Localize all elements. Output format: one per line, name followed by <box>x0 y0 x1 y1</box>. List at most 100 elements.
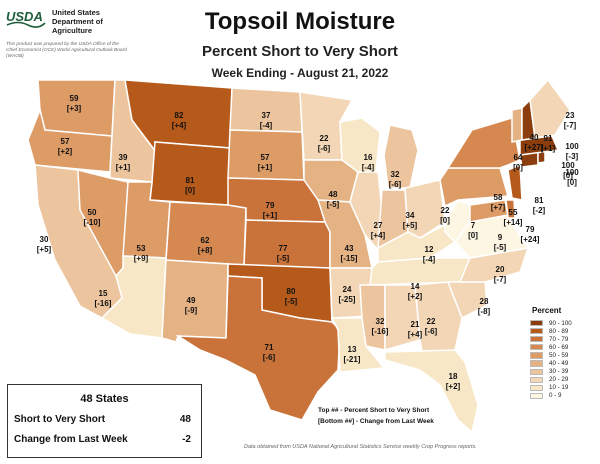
legend-swatch <box>530 344 543 351</box>
state-change-nh: [+1] <box>541 144 556 153</box>
state-change-nd: [-4] <box>260 121 273 130</box>
state-change-la: [-21] <box>344 355 361 364</box>
state-nc <box>458 247 530 283</box>
state-pct-ga: 22 <box>427 317 436 326</box>
state-change-md: [+14] <box>504 218 523 227</box>
summary-title: 48 States <box>80 393 129 405</box>
state-change-wa: [+3] <box>67 104 82 113</box>
state-pct-me: 23 <box>566 111 575 120</box>
state-pct-id: 39 <box>119 153 128 162</box>
state-change-az: [-16] <box>95 299 112 308</box>
state-change-mn: [-6] <box>318 144 331 153</box>
agency-line-3: Agriculture <box>52 26 93 35</box>
state-pct-ms: 32 <box>376 317 385 326</box>
state-pct-ca: 30 <box>40 235 49 244</box>
state-pct-nd: 37 <box>262 111 271 120</box>
state-change-wv: [0] <box>468 231 478 240</box>
state-pct-ma: 100 <box>565 142 579 151</box>
state-pct-nh: 91 <box>544 134 553 143</box>
state-pct-mi: 32 <box>391 170 400 179</box>
state-ny <box>446 117 521 169</box>
state-change-oh: [0] <box>440 216 450 225</box>
state-change-wi: [-4] <box>362 163 375 172</box>
state-change-ks: [-5] <box>277 254 290 263</box>
state-co <box>165 201 247 266</box>
map-subtitle: Percent Short to Very Short <box>202 43 398 60</box>
state-pct-ia: 48 <box>329 190 338 199</box>
usda-logo: USDA <box>6 9 46 28</box>
state-change-wy: [0] <box>185 186 195 195</box>
legend-swatch <box>530 376 543 383</box>
state-change-ky: [-4] <box>423 255 436 264</box>
legend-title: Percent <box>532 306 562 315</box>
state-change-ia: [-5] <box>327 200 340 209</box>
state-pct-fl: 18 <box>449 372 458 381</box>
state-pct-ks: 77 <box>279 244 288 253</box>
state-change-ma: [-3] <box>566 152 579 161</box>
state-pct-mo: 43 <box>345 244 354 253</box>
state-pct-sc: 28 <box>480 297 489 306</box>
state-pct-de: 79 <box>526 225 535 234</box>
state-pct-az: 15 <box>99 289 108 298</box>
state-change-me: [-7] <box>564 121 577 130</box>
state-mi <box>383 124 419 189</box>
state-pct-nm: 49 <box>187 296 196 305</box>
state-pct-ct: 100 <box>561 161 575 170</box>
legend-label: 30 - 39 <box>549 368 569 376</box>
legend-item: 40 - 49 <box>530 359 598 367</box>
legend-item: 70 - 79 <box>530 335 598 343</box>
state-me <box>529 78 571 139</box>
state-pct-oh: 22 <box>441 206 450 215</box>
legend-swatch <box>530 392 543 399</box>
state-pct-nj: 81 <box>535 196 544 205</box>
legend-item: 10 - 19 <box>530 384 598 392</box>
state-pct-ar: 24 <box>343 285 352 294</box>
state-change-ct: [0] <box>563 171 573 180</box>
state-change-mi: [-6] <box>389 180 402 189</box>
state-change-in: [+5] <box>403 221 418 230</box>
state-change-mt: [+4] <box>172 121 187 130</box>
state-pct-wa: 59 <box>70 94 79 103</box>
state-pct-wv: 7 <box>471 221 476 230</box>
legend-label: 0 - 9 <box>549 392 562 400</box>
agency-line-1: United States <box>52 8 100 17</box>
state-ms <box>359 284 386 351</box>
source-note: Data obtained from USDA National Agricul… <box>244 444 477 450</box>
state-tx <box>175 275 341 421</box>
legend-item: 20 - 29 <box>530 376 598 384</box>
state-pct-vt: 40 <box>530 133 539 142</box>
state-pct-la: 13 <box>348 345 357 354</box>
state-vt <box>511 107 523 143</box>
legend-item: 50 - 59 <box>530 351 598 359</box>
legend-label: 10 - 19 <box>549 384 569 392</box>
state-pct-ri: 100 <box>565 168 579 177</box>
legend-label: 40 - 49 <box>549 360 569 368</box>
state-de <box>505 199 516 219</box>
state-change-nc: [-7] <box>494 275 507 284</box>
credit-note: This product was prepared by the USDA Of… <box>6 42 127 59</box>
state-tn <box>369 257 472 286</box>
legend-item: 0 - 9 <box>530 392 598 400</box>
state-pct-pa: 58 <box>494 193 503 202</box>
state-change-de: [+24] <box>521 235 540 244</box>
legend-swatch <box>530 336 543 343</box>
legend-item: 30 - 39 <box>530 368 598 376</box>
summary-label: Short to Very Short <box>14 414 106 425</box>
key-top: Top ## - Percent Short to Very Short <box>318 407 430 414</box>
summary-box: 48 States Short to Very Short 48 Change … <box>7 384 202 458</box>
legend-item: 90 - 100 <box>530 319 598 327</box>
state-pct-il: 27 <box>374 221 383 230</box>
key-bottom: [Bottom ##] - Change from Last Week <box>318 418 434 425</box>
state-change-va: [-5] <box>494 243 507 252</box>
state-change-sc: [-8] <box>478 307 491 316</box>
state-pct-ut: 53 <box>137 244 146 253</box>
label-key: Top ## - Percent Short to Very Short [Bo… <box>318 405 478 427</box>
state-wy <box>149 141 231 206</box>
legend-item: 80 - 89 <box>530 327 598 335</box>
state-pct-ok: 80 <box>287 287 296 296</box>
legend-label: 70 - 79 <box>549 335 569 343</box>
summary-row-short: Short to Very Short 48 <box>8 414 201 425</box>
legend-label: 90 - 100 <box>549 319 572 327</box>
legend-label: 50 - 59 <box>549 351 569 359</box>
legend-swatch <box>530 360 543 367</box>
